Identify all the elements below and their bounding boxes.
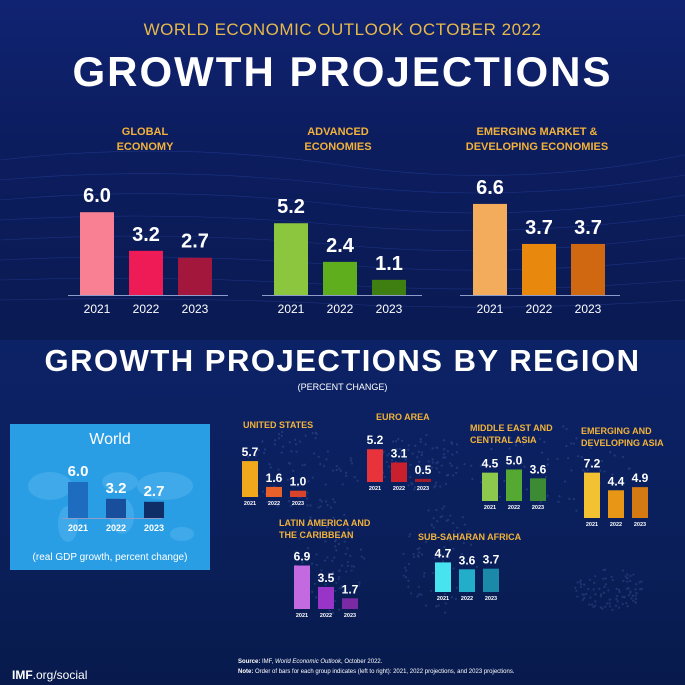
value-label: 4.7 [435, 546, 452, 560]
value-label: 0.5 [415, 463, 432, 477]
bar-2022 [608, 490, 624, 518]
bar-2023 [632, 487, 648, 518]
year-label: 2021 [484, 505, 496, 511]
value-label: 6.0 [68, 463, 89, 480]
year-label: 2022 [393, 486, 405, 492]
value-label: 3.2 [106, 480, 127, 497]
value-label: 3.6 [459, 553, 476, 567]
value-label: 5.0 [506, 454, 523, 468]
value-label: 6.9 [294, 550, 311, 564]
year-label: 2021 [437, 596, 449, 602]
chart-title-line: MIDDLE EAST AND [470, 423, 553, 433]
year-label: 2022 [268, 501, 280, 507]
value-label: 2.7 [144, 483, 165, 500]
source-line: Source: IMF, World Economic Outlook, Oct… [238, 659, 382, 665]
bar-2021 [68, 482, 88, 518]
imf-link-rest: .org/social [33, 668, 88, 682]
bar-2022 [106, 499, 126, 518]
chart-title-line: UNITED STATES [243, 420, 313, 430]
year-label: 2022 [508, 505, 520, 511]
chart-title-line: EMERGING AND [581, 426, 652, 436]
imf-social-link[interactable]: IMF.org/social [12, 668, 87, 682]
source-italic: World Economic Outlook [275, 659, 341, 665]
year-label: 2023 [532, 505, 544, 511]
bar-2021 [584, 473, 600, 518]
bar-2021 [435, 562, 451, 592]
bar-2022 [318, 587, 334, 609]
value-label: 7.2 [584, 457, 601, 471]
note-label: Note: [238, 669, 253, 675]
imf-logo-text: IMF [12, 668, 33, 682]
year-label: 2021 [68, 523, 88, 533]
chart-title-line: CENTRAL ASIA [470, 435, 537, 445]
year-label: 2023 [417, 486, 429, 492]
value-label: 3.7 [483, 553, 500, 567]
bar-2021 [482, 473, 498, 501]
year-label: 2022 [610, 522, 622, 528]
value-label: 1.0 [290, 475, 307, 489]
bar-2023 [530, 478, 546, 501]
chart-emerging-developing-asia: EMERGING AND DEVELOPING ASIA 7.2 2021 4.4 202… [581, 426, 664, 528]
bar-2023 [415, 479, 431, 482]
year-label: 2023 [634, 522, 646, 528]
year-label: 2022 [461, 596, 473, 602]
chart-latin-america-caribbean: LATIN AMERICA AND THE CARIBBEAN 6.9 2021 3.5… [279, 518, 371, 619]
bar-2023 [483, 569, 499, 592]
year-label: 2023 [485, 596, 497, 602]
note-text: Order of bars for each group indicates (… [255, 669, 515, 675]
bar-2022 [266, 487, 282, 497]
chart-sub-saharan-africa: SUB-SAHARAN AFRICA 4.7 2021 3.6 2022 3.7 2023 [418, 532, 522, 602]
source-label: Source: [238, 659, 260, 665]
chart-title-line: THE CARIBBEAN [279, 530, 354, 540]
chart-mena-central-asia: MIDDLE EAST AND CENTRAL ASIA 4.5 2021 5.0 202… [470, 423, 553, 511]
year-label: 2022 [320, 613, 332, 619]
bar-2023 [290, 491, 306, 497]
chart-title-line: LATIN AMERICA AND [279, 518, 371, 528]
value-label: 4.4 [608, 474, 625, 488]
value-label: 3.5 [318, 571, 335, 585]
source-text: IMF, [262, 659, 275, 665]
value-label: 1.6 [266, 471, 283, 485]
bar-2023 [144, 502, 164, 518]
value-label: 4.9 [632, 471, 649, 485]
bar-2022 [506, 470, 522, 502]
year-label: 2021 [586, 522, 598, 528]
value-label: 5.2 [367, 433, 384, 447]
chart-united-states: UNITED STATES 5.7 2021 1.6 2022 1.0 2023 [242, 420, 314, 507]
bar-2022 [391, 462, 407, 482]
chart-title-line: EURO AREA [376, 412, 430, 422]
bar-2021 [242, 461, 258, 497]
bar-2021 [294, 566, 310, 609]
note-line: Note: Order of bars for each group indic… [238, 669, 515, 675]
year-label: 2023 [292, 501, 304, 507]
chart-world: 6.0 2021 3.2 2022 2.7 2023 [62, 463, 164, 533]
chart-title-line: DEVELOPING ASIA [581, 438, 664, 448]
region-charts: 6.0 2021 3.2 2022 2.7 2023 UNITED STATES 5.7 202… [0, 0, 685, 685]
year-label: 2021 [244, 501, 256, 507]
value-label: 3.6 [530, 462, 547, 476]
value-label: 4.5 [482, 457, 499, 471]
bar-2021 [367, 449, 383, 482]
chart-title-line: SUB-SAHARAN AFRICA [418, 532, 522, 542]
year-label: 2021 [296, 613, 308, 619]
infographic: WORLD ECONOMIC OUTLOOK OCTOBER 2022 GROW… [0, 0, 685, 685]
value-label: 3.1 [391, 446, 408, 460]
value-label: 1.7 [342, 582, 359, 596]
bar-2023 [342, 598, 358, 609]
year-label: 2021 [369, 486, 381, 492]
year-label: 2023 [344, 613, 356, 619]
source-tail: , October 2022. [341, 659, 382, 665]
year-label: 2023 [144, 523, 164, 533]
year-label: 2022 [106, 523, 126, 533]
value-label: 5.7 [242, 445, 259, 459]
bar-2022 [459, 569, 475, 592]
